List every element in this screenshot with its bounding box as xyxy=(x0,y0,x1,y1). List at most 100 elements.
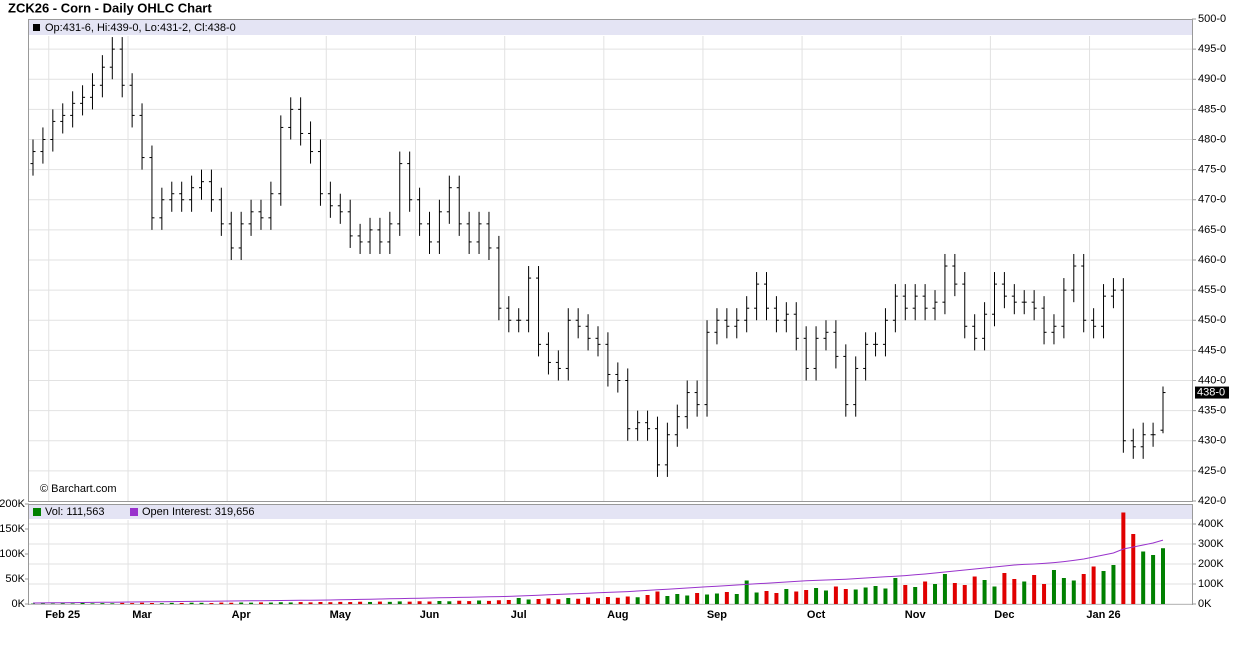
volume-bar xyxy=(279,602,283,604)
volume-bar xyxy=(1102,571,1106,604)
volume-bar xyxy=(665,596,669,604)
volume-bar xyxy=(140,603,144,604)
y-tick-label: 425-0 xyxy=(1198,465,1226,477)
volume-bar xyxy=(1032,575,1036,604)
volume-bar xyxy=(180,603,184,604)
y-tick-label: 450-0 xyxy=(1198,314,1226,326)
volume-bar xyxy=(170,603,174,604)
volume-bar xyxy=(695,593,699,604)
legend-swatch xyxy=(130,508,138,516)
volume-bar xyxy=(636,597,640,604)
y-tick-label: 420-0 xyxy=(1198,495,1226,507)
source: © Barchart.com xyxy=(40,483,117,495)
volume-bar xyxy=(854,590,858,605)
volume-bar xyxy=(646,595,650,604)
volume-bar xyxy=(160,603,164,604)
volume-bar xyxy=(61,603,65,604)
volume-bar xyxy=(368,602,372,604)
volume-bar xyxy=(834,587,838,605)
volume-bar xyxy=(725,592,729,604)
volume-bar xyxy=(844,589,848,604)
header-marker xyxy=(33,24,40,31)
volume-bar xyxy=(209,603,213,604)
volume-bar xyxy=(1092,567,1096,605)
volume-bar xyxy=(487,601,491,604)
y-tick-label: 50K xyxy=(5,573,25,585)
volume-bar xyxy=(259,602,263,604)
y-tick-label: 440-0 xyxy=(1198,374,1226,386)
volume-bar xyxy=(309,602,313,604)
volume-bar xyxy=(1141,552,1145,605)
x-tick-label: Jul xyxy=(511,609,527,621)
volume-bar xyxy=(953,583,957,604)
volume-bar xyxy=(586,598,590,605)
volume-bar xyxy=(606,597,610,604)
y-tick-label: 0K xyxy=(12,598,26,610)
x-tick-label: Jan 26 xyxy=(1086,609,1120,621)
volume-bar xyxy=(90,603,94,604)
volume-bar xyxy=(398,601,402,604)
volume-bar xyxy=(1042,584,1046,604)
chart-title: ZCK26 - Corn - Daily OHLC Chart xyxy=(8,0,212,15)
volume-bar xyxy=(616,598,620,604)
volume-bar xyxy=(507,600,511,604)
volume-bar xyxy=(655,592,659,605)
volume-bar xyxy=(418,601,422,604)
volume-bar xyxy=(596,598,600,604)
volume-bar xyxy=(893,578,897,604)
y-tick-label: 435-0 xyxy=(1198,405,1226,417)
x-tick-label: Dec xyxy=(994,609,1014,621)
y-tick-label: 100K xyxy=(0,548,26,560)
x-tick-label: Sep xyxy=(707,609,727,621)
volume-bar xyxy=(200,603,204,604)
x-tick-label: Nov xyxy=(905,609,927,621)
y-tick-label: 495-0 xyxy=(1198,43,1226,55)
y2-tick-label: 100K xyxy=(1198,578,1224,590)
volume-bar xyxy=(755,593,759,605)
volume-bar xyxy=(794,592,798,605)
volume-bar xyxy=(527,600,531,605)
volume-bar xyxy=(1072,581,1076,605)
volume-bar xyxy=(566,598,570,604)
volume-bar xyxy=(289,602,293,604)
volume-bar xyxy=(358,602,362,604)
y-tick-label: 200K xyxy=(0,498,26,510)
volume-bar xyxy=(626,597,630,605)
y2-tick-label: 200K xyxy=(1198,558,1224,570)
volume-bar xyxy=(447,601,451,604)
volume-bar xyxy=(923,582,927,605)
volume-bar xyxy=(1062,578,1066,604)
x-tick-label: Mar xyxy=(132,609,152,621)
volume-bar xyxy=(408,602,412,604)
y-tick-label: 150K xyxy=(0,523,26,535)
y-tick-label: 430-0 xyxy=(1198,435,1226,447)
volume-bar xyxy=(874,586,878,604)
volume-bar xyxy=(81,603,85,604)
legend-label: Vol: 111,563 xyxy=(45,506,105,518)
volume-bar xyxy=(477,601,481,605)
x-tick-label: Jun xyxy=(420,609,440,621)
y-tick-label: 475-0 xyxy=(1198,164,1226,176)
volume-bar xyxy=(130,603,134,604)
volume-bar xyxy=(963,585,967,604)
volume-bar xyxy=(546,599,550,605)
volume-bar xyxy=(120,603,124,604)
volume-bar xyxy=(943,574,947,604)
y-tick-label: 470-0 xyxy=(1198,194,1226,206)
volume-panel xyxy=(29,505,1193,605)
volume-bar xyxy=(1151,555,1155,604)
volume-bar xyxy=(992,587,996,605)
volume-bar xyxy=(269,603,273,604)
volume-bar xyxy=(467,601,471,604)
volume-bar xyxy=(765,591,769,604)
volume-bar xyxy=(219,603,223,604)
volume-bar xyxy=(804,590,808,604)
volume-bar xyxy=(388,602,392,604)
volume-bar xyxy=(1022,582,1026,605)
volume-bar xyxy=(1111,565,1115,604)
volume-bar xyxy=(814,588,818,604)
volume-bar xyxy=(328,602,332,604)
x-tick-label: Aug xyxy=(607,609,628,621)
